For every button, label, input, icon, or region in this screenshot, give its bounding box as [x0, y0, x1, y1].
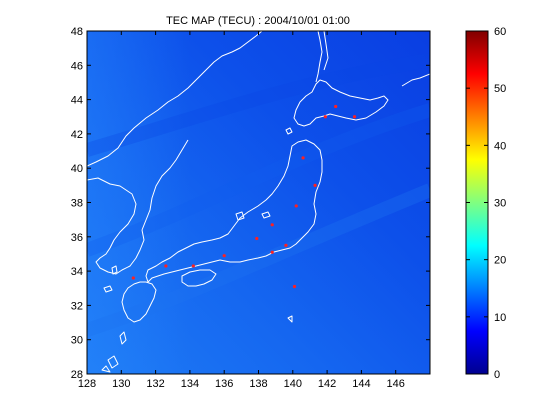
y-axis: 48 46 44 42 40 38 36 34 32 30 28 — [71, 26, 430, 381]
tec-field-overlay — [87, 31, 430, 374]
x-axis: 128 130 132 134 136 138 140 142 144 146 — [78, 31, 405, 390]
y-tick-label: 46 — [71, 60, 83, 72]
colorbar: 60 50 40 30 20 10 0 — [465, 26, 506, 381]
x-tick-label: 136 — [215, 378, 233, 390]
y-tick-label: 32 — [71, 300, 83, 312]
y-tick-label: 42 — [71, 129, 83, 141]
gps-station-marker — [131, 276, 135, 280]
y-tick-label: 28 — [71, 369, 83, 381]
x-tick-label: 142 — [318, 378, 336, 390]
colorbar-tick-label: 60 — [494, 26, 506, 38]
y-tick-label: 40 — [71, 163, 83, 175]
gps-station-marker — [292, 284, 297, 289]
x-tick-label: 144 — [352, 378, 370, 390]
gps-station-marker — [323, 115, 327, 119]
x-tick-label: 140 — [284, 378, 302, 390]
gps-station-marker — [313, 183, 317, 187]
gps-station-marker — [352, 115, 357, 119]
shikoku-coast — [181, 269, 217, 287]
mainland-coast — [87, 31, 263, 167]
gps-station-marker — [284, 243, 288, 247]
kyushu-coast — [121, 281, 157, 323]
gps-station-marker — [270, 223, 274, 227]
gps-station-marker — [270, 250, 274, 254]
y-tick-label: 48 — [71, 26, 83, 38]
colorbar-tick-label: 10 — [494, 312, 506, 324]
map-panel: 128 130 132 134 136 138 140 142 144 146 484644424… — [71, 26, 431, 390]
figure-title: TEC MAP (TECU) : 2004/10/01 01:00 — [166, 15, 350, 27]
y-tick-label: 30 — [71, 335, 83, 347]
contour-bands — [87, 53, 430, 337]
y-tick-label: 38 — [71, 198, 83, 210]
gps-station-marker — [255, 236, 259, 241]
coastlines — [87, 31, 430, 373]
gps-station-marker — [191, 264, 195, 268]
colorbar-tick-label: 20 — [494, 255, 506, 267]
hokkaido-coast — [293, 79, 389, 127]
gps-stations — [131, 104, 357, 289]
gps-station-marker — [164, 264, 168, 268]
gps-station-marker — [222, 254, 226, 258]
x-tick-label: 130 — [112, 378, 130, 390]
x-tick-label: 128 — [78, 378, 96, 390]
honshu-coast — [145, 139, 323, 283]
sakhalin-coast — [315, 31, 329, 83]
x-tick-label: 134 — [181, 378, 199, 390]
y-tick-label: 36 — [71, 232, 83, 244]
colorbar-tick-label: 30 — [494, 198, 506, 210]
colorbar-tick-label: 0 — [494, 369, 500, 381]
y-tick-label: 44 — [71, 95, 83, 107]
x-tick-label: 146 — [387, 378, 405, 390]
x-tick-label: 138 — [249, 378, 267, 390]
x-tick-label: 132 — [146, 378, 164, 390]
gps-station-marker — [294, 204, 298, 208]
colorbar-tick-label: 40 — [494, 140, 506, 152]
gps-station-marker — [301, 156, 305, 160]
y-tick-label: 34 — [71, 266, 83, 278]
colorbar-tick-label: 50 — [494, 83, 506, 95]
colorbar-axis: 60 50 40 30 20 10 0 — [466, 26, 506, 381]
gps-station-marker — [334, 104, 338, 109]
korea-coast — [87, 177, 145, 275]
